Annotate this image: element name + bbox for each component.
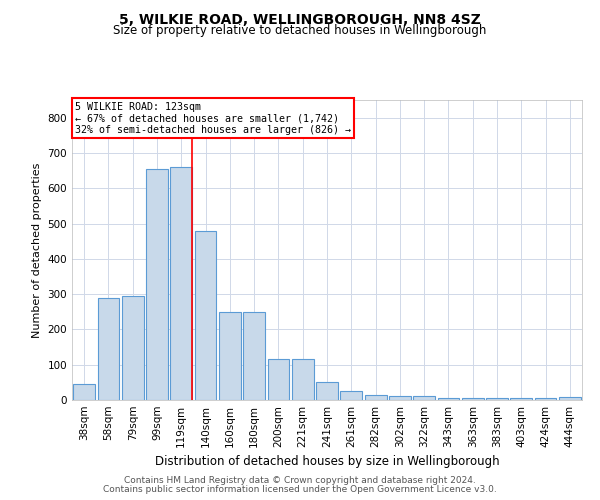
Bar: [340, 391, 362, 400]
Bar: [194, 230, 217, 400]
X-axis label: Distribution of detached houses by size in Wellingborough: Distribution of detached houses by size …: [155, 456, 499, 468]
Bar: [243, 312, 265, 400]
Bar: [73, 384, 95, 400]
Bar: [146, 169, 168, 400]
Bar: [97, 298, 119, 400]
Text: 5, WILKIE ROAD, WELLINGBOROUGH, NN8 4SZ: 5, WILKIE ROAD, WELLINGBOROUGH, NN8 4SZ: [119, 12, 481, 26]
Bar: [389, 396, 411, 400]
Bar: [219, 312, 241, 400]
Text: Contains HM Land Registry data © Crown copyright and database right 2024.: Contains HM Land Registry data © Crown c…: [124, 476, 476, 485]
Bar: [511, 398, 532, 400]
Bar: [413, 396, 435, 400]
Text: Contains public sector information licensed under the Open Government Licence v3: Contains public sector information licen…: [103, 485, 497, 494]
Text: 5 WILKIE ROAD: 123sqm
← 67% of detached houses are smaller (1,742)
32% of semi-d: 5 WILKIE ROAD: 123sqm ← 67% of detached …: [74, 102, 350, 134]
Bar: [486, 398, 508, 400]
Bar: [437, 398, 460, 400]
Bar: [292, 360, 314, 400]
Bar: [462, 398, 484, 400]
Bar: [316, 382, 338, 400]
Text: Size of property relative to detached houses in Wellingborough: Size of property relative to detached ho…: [113, 24, 487, 37]
Y-axis label: Number of detached properties: Number of detached properties: [32, 162, 42, 338]
Bar: [122, 296, 143, 400]
Bar: [268, 360, 289, 400]
Bar: [365, 394, 386, 400]
Bar: [559, 397, 581, 400]
Bar: [170, 167, 192, 400]
Bar: [535, 398, 556, 400]
